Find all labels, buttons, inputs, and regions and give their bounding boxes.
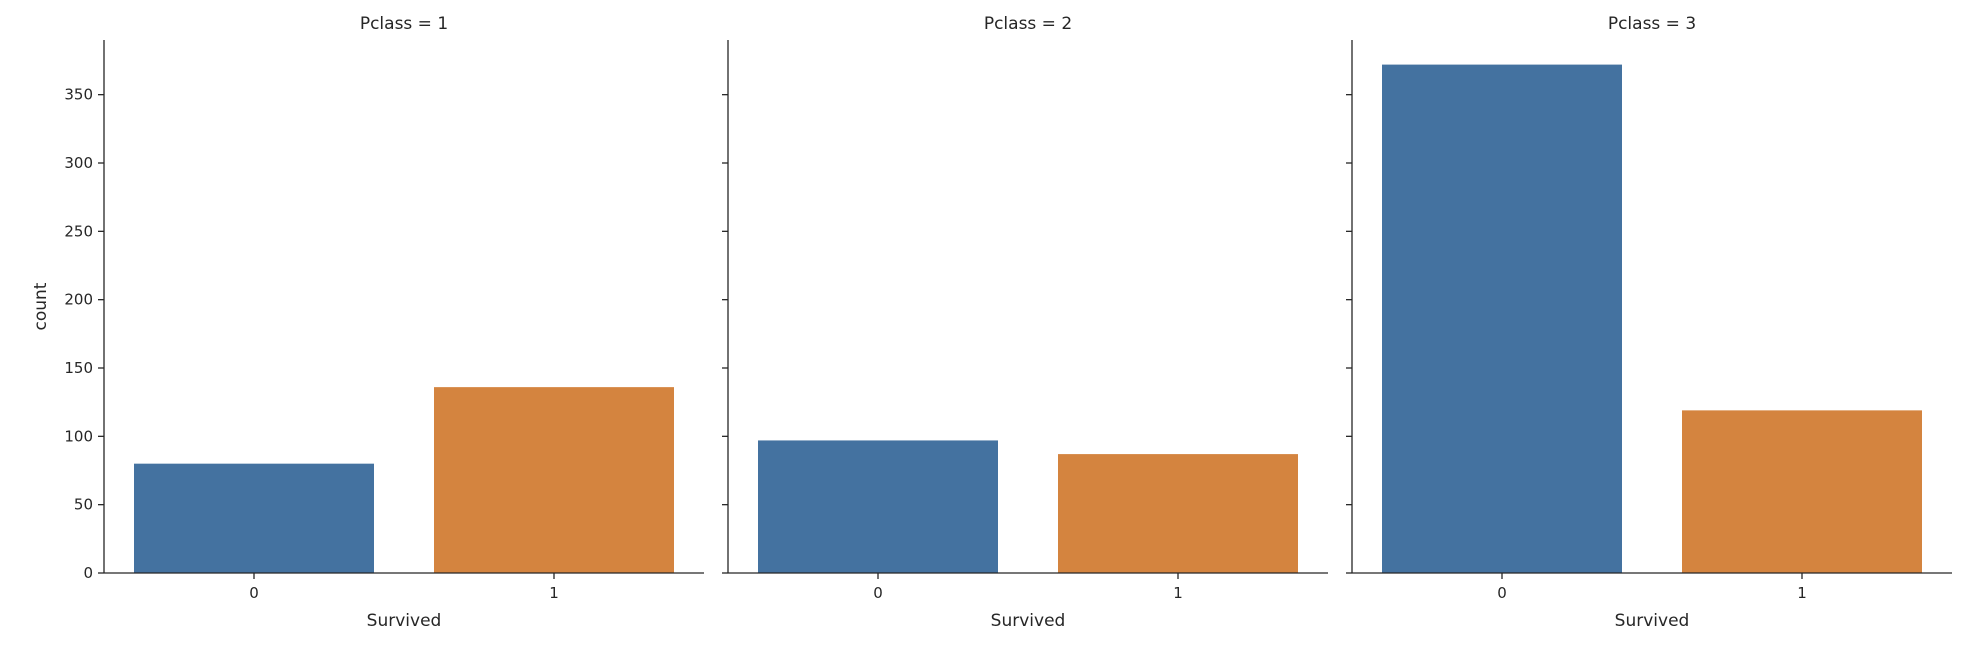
bar-pclass3-survived-0 bbox=[1382, 64, 1622, 573]
y-tick-label-50: 50 bbox=[74, 496, 93, 514]
y-tick-label-200: 200 bbox=[64, 291, 93, 309]
x-tick-label-2-1: 1 bbox=[1173, 584, 1183, 602]
bar-pclass2-survived-1 bbox=[1058, 454, 1298, 573]
x-tick-label-1-1: 1 bbox=[549, 584, 559, 602]
x-axis-label-3: Survived bbox=[1615, 611, 1690, 631]
bar-pclass2-survived-0 bbox=[758, 440, 998, 573]
bar-pclass1-survived-0 bbox=[134, 463, 374, 573]
x-tick-label-2-0: 0 bbox=[873, 584, 883, 602]
panel-title-3: Pclass = 3 bbox=[1608, 14, 1696, 34]
bar-pclass1-survived-1 bbox=[434, 387, 674, 573]
y-tick-label-300: 300 bbox=[64, 154, 93, 172]
y-tick-label-350: 350 bbox=[64, 86, 93, 104]
x-tick-label-1-0: 0 bbox=[249, 584, 259, 602]
y-tick-label-100: 100 bbox=[64, 427, 93, 445]
x-axis-label-2: Survived bbox=[991, 611, 1066, 631]
x-tick-label-3-0: 0 bbox=[1497, 584, 1507, 602]
x-tick-label-3-1: 1 bbox=[1797, 584, 1807, 602]
y-axis-label: count bbox=[31, 282, 51, 330]
panel-title-2: Pclass = 2 bbox=[984, 14, 1072, 34]
bar-pclass3-survived-1 bbox=[1682, 410, 1922, 573]
y-tick-label-250: 250 bbox=[64, 222, 93, 240]
x-axis-label-1: Survived bbox=[367, 611, 442, 631]
y-tick-label-150: 150 bbox=[64, 359, 93, 377]
y-tick-label-0: 0 bbox=[83, 564, 93, 582]
panel-title-1: Pclass = 1 bbox=[360, 14, 448, 34]
